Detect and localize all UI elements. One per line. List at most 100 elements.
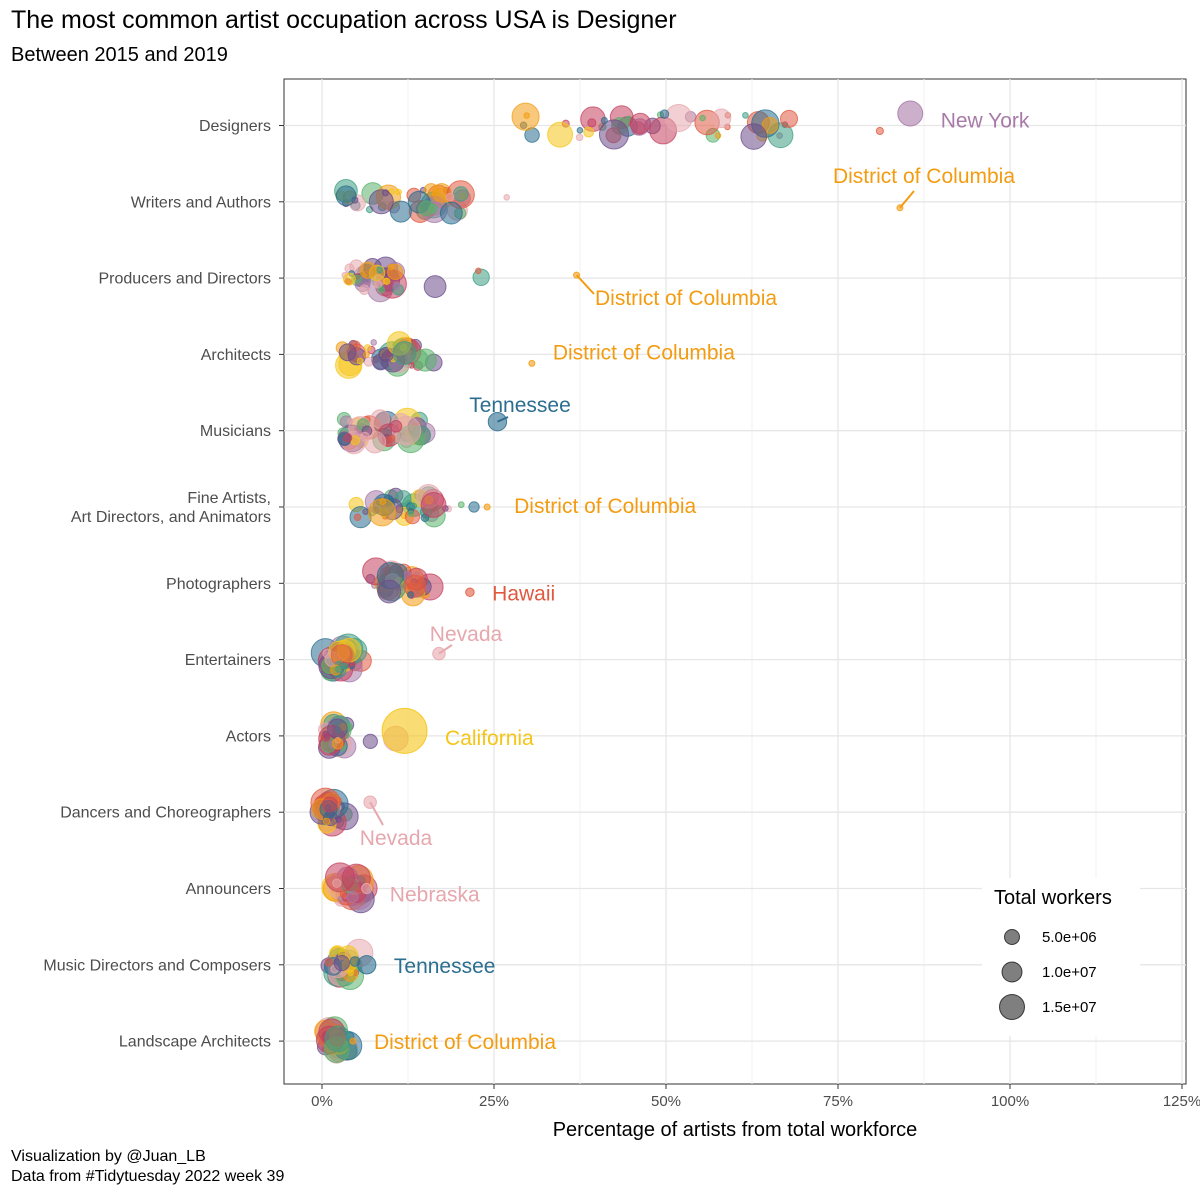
data-point	[742, 112, 749, 119]
x-tick-label: 100%	[991, 1093, 1029, 1110]
highlight-point	[897, 100, 924, 127]
data-point	[359, 261, 377, 279]
data-point	[457, 501, 465, 509]
state-annotation: New York	[941, 110, 1030, 133]
data-point	[740, 123, 767, 150]
state-annotation: District of Columbia	[595, 287, 777, 310]
data-point	[343, 272, 356, 286]
data-point	[420, 492, 447, 518]
highlight-point	[349, 1037, 357, 1045]
data-point	[364, 344, 372, 352]
data-point	[339, 890, 347, 898]
y-category-label: Producers and Directors	[98, 271, 271, 288]
annotation-leader	[438, 644, 453, 655]
data-point	[363, 351, 370, 358]
data-point	[503, 194, 510, 201]
highlight-point	[361, 882, 373, 895]
caption-credit: Visualization by @Juan_LB	[11, 1148, 206, 1165]
state-annotation: Tennessee	[469, 394, 571, 417]
y-category-label: Actors	[226, 728, 271, 745]
data-point	[376, 266, 384, 274]
legend-key-circle	[999, 994, 1025, 1020]
data-point	[392, 282, 401, 291]
data-point	[368, 498, 397, 527]
state-annotation: District of Columbia	[374, 1031, 556, 1054]
data-point	[347, 417, 354, 425]
data-point	[389, 419, 403, 433]
highlight-point	[465, 587, 475, 598]
data-point	[598, 119, 630, 150]
data-point	[322, 648, 332, 659]
annotation-leader	[899, 190, 915, 209]
legend-key-label: 5.0e+06	[1042, 929, 1097, 946]
data-point	[547, 121, 574, 148]
data-point	[389, 200, 412, 223]
legend-key-label: 1.0e+07	[1042, 964, 1097, 981]
y-category-label: Fine Artists, Art Directors, and Animator…	[71, 490, 271, 526]
data-point	[383, 277, 391, 285]
state-annotation: California	[445, 727, 534, 750]
data-point	[362, 733, 378, 749]
data-point	[341, 662, 349, 670]
y-category-label: Entertainers	[185, 652, 271, 669]
data-point	[392, 341, 417, 365]
data-point	[511, 102, 540, 131]
data-point	[331, 737, 344, 750]
state-annotation: Tennessee	[394, 955, 496, 978]
data-point	[664, 103, 693, 133]
y-category-label: Musicians	[200, 423, 271, 440]
highlight-point	[483, 503, 491, 511]
data-point	[699, 114, 706, 122]
data-point	[353, 513, 362, 521]
state-annotation: District of Columbia	[514, 495, 696, 518]
annotation-leader	[497, 416, 509, 423]
data-point	[335, 185, 357, 207]
data-point	[659, 109, 670, 119]
data-point	[575, 133, 584, 142]
points-layer	[309, 102, 884, 1064]
data-point	[388, 434, 396, 442]
state-annotation: District of Columbia	[553, 341, 735, 364]
data-point	[475, 267, 482, 275]
x-tick-label: 50%	[651, 1093, 681, 1110]
data-point	[711, 108, 732, 129]
chart-subtitle: Between 2015 and 2019	[11, 44, 228, 66]
data-point	[356, 357, 364, 365]
legend-key-circle	[1004, 929, 1020, 945]
highlight-point	[363, 795, 377, 809]
data-point	[629, 112, 651, 135]
data-point	[378, 286, 386, 294]
data-point	[761, 116, 779, 134]
chart-title: The most common artist occupation across…	[11, 6, 677, 34]
data-point	[453, 186, 469, 202]
data-point	[468, 501, 480, 513]
legend-key-circle	[1001, 961, 1023, 983]
x-tick-label: 75%	[823, 1093, 853, 1110]
data-point	[583, 126, 595, 138]
highlight-point	[381, 707, 428, 754]
y-category-label: Announcers	[186, 881, 271, 898]
y-category-label: Designers	[199, 118, 271, 135]
data-point	[600, 116, 608, 125]
data-point	[377, 579, 402, 604]
data-point	[413, 348, 437, 372]
data-point	[324, 958, 334, 967]
data-point	[327, 718, 348, 740]
data-point	[779, 109, 799, 128]
state-annotation: Nebraska	[390, 884, 480, 907]
data-point	[374, 280, 383, 289]
highlight-point	[357, 955, 377, 975]
data-point	[333, 954, 350, 972]
data-point	[407, 510, 415, 517]
data-point	[322, 817, 331, 825]
y-category-label: Writers and Authors	[131, 194, 271, 211]
data-point	[406, 591, 415, 599]
state-annotation: Nevada	[360, 827, 433, 850]
size-legend: Total workers 5.0e+06 1.0e+07 1.5e+07	[982, 878, 1140, 1036]
data-point	[439, 201, 463, 225]
x-tick-label: 25%	[479, 1093, 509, 1110]
y-category-label: Dancers and Choreographers	[60, 805, 271, 822]
data-point	[875, 126, 884, 136]
state-annotation: Hawaii	[492, 582, 555, 605]
